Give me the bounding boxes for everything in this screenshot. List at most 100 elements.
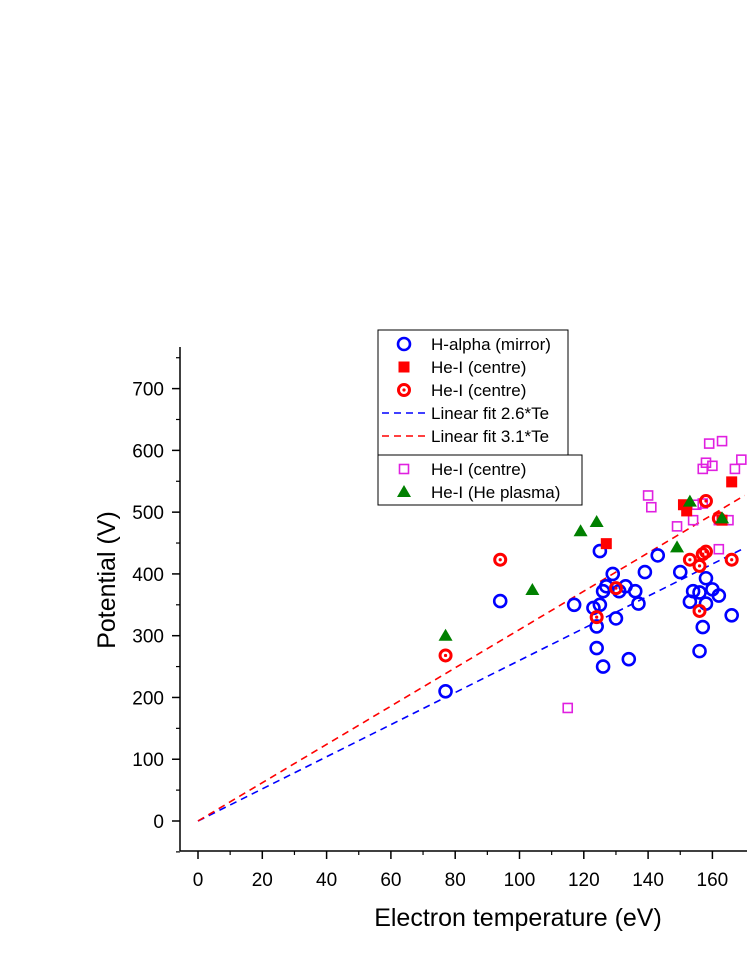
data-point [642,490,654,501]
y-tick-label: 200 [132,688,164,709]
data-point-ring [692,603,707,618]
data-point [692,603,707,618]
legend-symbol [398,361,410,373]
y-axis-title: Potential (V) [93,511,121,649]
legend-label: He-I (centre) [431,460,526,479]
legend-box-2 [377,454,583,506]
x-tick-label: 120 [568,870,600,891]
data-point [525,582,540,595]
data-point [687,514,699,526]
y-tick-label: 400 [132,565,164,586]
data-point [703,438,715,449]
data-point [600,538,612,550]
data-point [589,610,604,625]
series-1 [438,543,739,699]
data-point [627,583,643,599]
data-point [681,505,693,517]
x-axis-title: Electron temperature (eV) [374,904,662,932]
data-point [589,515,604,528]
data-point [726,476,738,488]
data-point [692,643,707,659]
data-point [438,628,453,641]
data-points [438,435,747,714]
data-point [711,588,727,603]
data-point-dot [443,653,448,658]
series-5 [438,494,730,641]
legend-symbol [397,383,411,397]
data-point [692,585,707,600]
x-tick-label: 60 [380,870,401,891]
legend-label: He-I (He plasma) [431,483,560,502]
legend-label: He-I (centre) [431,358,526,377]
legend-symbol-ring [397,383,411,397]
legend-label: Linear fit 3.1*Te [431,427,549,446]
data-point [707,460,718,472]
x-tick-label: 100 [504,870,536,891]
y-tick-label: 0 [153,812,164,833]
data-point [566,597,582,613]
data-point [695,619,711,635]
data-point [682,552,697,567]
y-tick-label: 700 [132,380,164,401]
data-point [637,564,653,580]
data-point [599,578,614,594]
data-point [671,521,683,532]
data-point-ring [724,552,739,567]
data-point-ring [682,552,697,567]
data-point [677,499,689,511]
data-point-dot [614,586,618,590]
data-point [608,581,623,596]
data-point [562,702,574,714]
data-point [631,596,646,611]
data-point [592,543,608,559]
data-point-ring [692,558,707,573]
fit-line-1 [197,547,745,822]
data-point [650,548,666,563]
data-point [698,596,714,611]
data-point [670,540,685,553]
data-point [589,640,604,656]
series-3 [438,494,739,663]
data-point [698,494,713,509]
legend-label: Linear fit 2.6*Te [431,404,549,423]
data-point [672,564,688,580]
y-tick-label: 300 [132,627,164,648]
data-point [589,619,604,634]
data-point [713,543,725,555]
data-point [685,583,701,599]
data-point-dot [697,609,702,613]
legend-label: H-alpha (mirror) [431,335,551,354]
data-point [736,454,747,465]
data-point [646,501,657,513]
series-4 [562,435,747,714]
data-point [492,593,508,609]
data-point [608,611,624,626]
data-point-ring [589,610,604,625]
data-point [438,648,453,663]
legend-symbol-dot [402,388,406,392]
legend-symbol [398,463,410,475]
data-point [493,552,508,567]
axes: 0 20 40 60 80 100 120 140 160 0 100 200 300 400 500 600… [132,347,747,891]
data-point-ring [608,581,623,596]
data-point-ring [438,648,453,663]
data-point-dot [688,558,692,562]
data-point-dot [498,558,502,562]
data-point [573,524,588,537]
fit-line-2 [197,494,745,822]
data-point [724,552,739,567]
x-tick-label: 140 [632,870,664,891]
data-point-dot [697,564,702,568]
x-tick-label: 40 [316,870,337,891]
x-tick-label: 160 [697,870,729,891]
data-point [592,597,608,613]
data-point-dot [595,615,599,619]
data-point [700,457,712,469]
data-point-ring [698,544,713,559]
y-tick-label: 100 [132,750,164,771]
data-point [697,498,709,509]
x-tick-label: 20 [252,870,273,891]
legend: H-alpha (mirror) He-I (centre) He-I (centr… [377,329,583,506]
data-point-dot [730,558,734,562]
legend-label: He-I (centre) [431,381,526,400]
